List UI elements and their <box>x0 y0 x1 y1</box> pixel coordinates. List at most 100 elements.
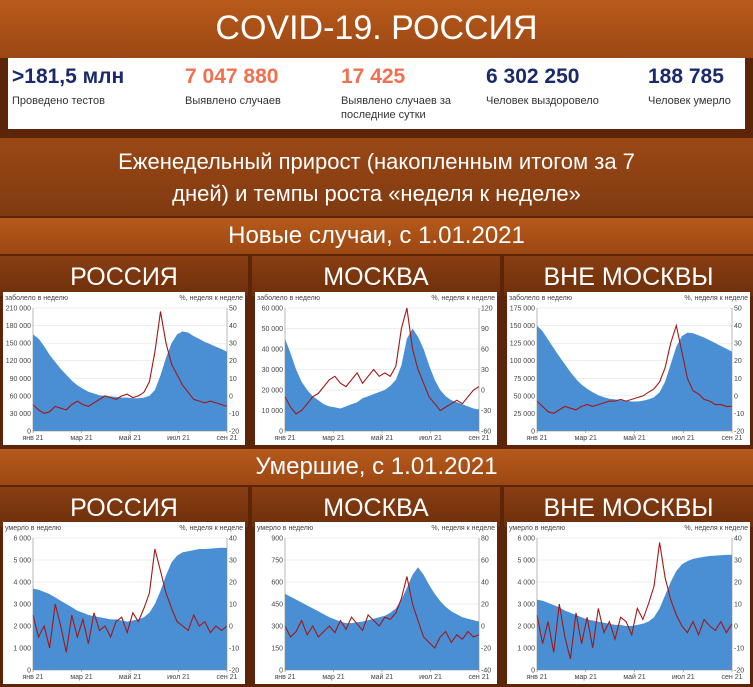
y2-tick-label: 40 <box>481 580 489 587</box>
stat-cases: 7 047 880 Выявлено случаев <box>185 64 281 108</box>
x-tick-label: мар 21 <box>575 674 597 681</box>
growth-line-series <box>32 548 228 653</box>
stat-daily-cases-value: 17 425 <box>341 65 406 88</box>
x-tick-label: сен 21 <box>217 435 238 442</box>
y-tick-label: 5 000 <box>13 558 31 565</box>
y2-tick-label: 0 <box>481 388 485 395</box>
y2-tick-label: -20 <box>481 646 491 653</box>
ylabel-left: умерло в неделю <box>509 525 565 532</box>
y2-tick-label: 30 <box>734 558 742 565</box>
y-tick-label: 4 000 <box>517 580 535 587</box>
x-tick-label: сен 21 <box>469 435 490 442</box>
y-tick-label: 1 000 <box>517 646 535 653</box>
chart-deaths-russia: умерло в неделю %, неделя к неделе 0 1 000 2… <box>3 522 245 684</box>
y2-tick-label: 10 <box>734 602 742 609</box>
ylabel-left: заболело в неделю <box>509 294 572 302</box>
y2-tick-label: 20 <box>481 602 489 609</box>
growth-line-series <box>536 323 732 414</box>
y-tick-label: 1 000 <box>13 646 31 653</box>
chart-deaths-outside-moscow: умерло в неделю %, неделя к неделе 0 1 000 2… <box>507 522 750 684</box>
region-title-russia-cases: РОССИЯ <box>0 256 248 296</box>
y2-tick-label: 0 <box>229 624 233 631</box>
y-tick-label: 150 <box>271 646 283 653</box>
x-tick-label: сен 21 <box>722 435 743 442</box>
y2-tick-label: -20 <box>229 429 239 436</box>
y-tick-label: 120 000 <box>6 358 31 365</box>
y2-tick-label: 30 <box>229 341 237 348</box>
chart-deaths-moscow: умерло в неделю %, неделя к неделе 0 150 300… <box>255 522 497 684</box>
y2-tick-label: 20 <box>734 358 742 365</box>
y-tick-label: 180 000 <box>6 323 31 330</box>
ylabel-right: %, неделя к неделе <box>431 525 495 532</box>
chart-cases-moscow-svg: заболело в неделю %, неделя к неделе 0 10 0… <box>257 294 495 442</box>
subtitle-line-1: Еженедельный прирост (накопленным итогом… <box>118 149 635 174</box>
y-tick-label: 30 000 <box>262 367 284 374</box>
y2-tick-label: 10 <box>229 376 237 383</box>
y2-tick-label: -20 <box>734 429 744 436</box>
growth-line-series <box>32 311 228 414</box>
x-tick-label: сен 21 <box>217 674 238 681</box>
x-tick-label: мар 21 <box>70 435 92 442</box>
y2-tick-label: 10 <box>734 376 742 383</box>
ylabel-right: %, неделя к неделе <box>179 295 243 302</box>
region-title-moscow-cases: МОСКВА <box>252 256 500 296</box>
y-tick-label: 150 000 <box>510 323 535 330</box>
y-tick-label: 4 000 <box>13 580 31 587</box>
chart-deaths-moscow-svg: умерло в неделю %, неделя к неделе 0 150 300… <box>257 525 495 681</box>
y2-tick-label: 0 <box>734 624 738 631</box>
y-tick-label: 2 000 <box>517 624 535 631</box>
x-tick-label: янв 21 <box>22 674 43 681</box>
y-tick-label: 0 <box>531 668 535 675</box>
area-series <box>33 547 227 670</box>
section-cases-title: Новые случаи, с 1.01.2021 <box>0 218 753 254</box>
ylabel-right: %, неделя к неделе <box>431 295 495 302</box>
subtitle: Еженедельный прирост (накопленным итогом… <box>0 138 753 216</box>
x-tick-label: июл 21 <box>167 435 190 442</box>
y2-tick-label: -10 <box>229 646 239 653</box>
x-tick-label: июл 21 <box>419 674 442 681</box>
y-tick-label: 125 000 <box>510 341 535 348</box>
stat-deaths: 188 785 Человек умерло <box>648 64 731 108</box>
y2-tick-label: 120 <box>481 306 493 313</box>
y-tick-label: 175 000 <box>510 306 535 313</box>
y2-tick-label: 40 <box>734 536 742 543</box>
area-series <box>33 331 227 431</box>
y-tick-label: 60 000 <box>10 393 32 400</box>
stat-cases-label: Выявлено случаев <box>185 95 281 107</box>
ylabel-right: %, неделя к неделе <box>684 295 748 302</box>
page-title: COVID-19. РОССИЯ <box>0 0 753 58</box>
ylabel-left: заболело в неделю <box>5 294 68 302</box>
region-title-outside-moscow-deaths: ВНЕ МОСКВЫ <box>504 487 753 527</box>
stat-cases-value: 7 047 880 <box>185 65 279 88</box>
y2-tick-label: -20 <box>734 668 744 675</box>
y2-tick-label: -10 <box>734 411 744 418</box>
x-tick-label: май 21 <box>623 434 645 442</box>
x-tick-label: май 21 <box>371 673 393 681</box>
y-tick-label: 0 <box>531 429 535 436</box>
x-tick-label: сен 21 <box>469 674 490 681</box>
y-tick-label: 5 000 <box>517 558 535 565</box>
x-tick-label: сен 21 <box>722 674 743 681</box>
y-tick-label: 20 000 <box>262 388 284 395</box>
y2-tick-label: 40 <box>734 323 742 330</box>
stat-recovered-value: 6 302 250 <box>486 65 580 88</box>
x-tick-label: май 21 <box>119 673 141 681</box>
x-tick-label: янв 21 <box>22 435 43 442</box>
ylabel-left: умерло в неделю <box>5 525 61 532</box>
y2-tick-label: 50 <box>734 306 742 313</box>
x-tick-label: май 21 <box>119 434 141 442</box>
chart-cases-moscow: заболело в неделю %, неделя к неделе 0 10 0… <box>255 292 497 445</box>
y2-tick-label: 50 <box>229 306 237 313</box>
stat-deaths-value: 188 785 <box>648 65 724 88</box>
stat-daily-cases: 17 425 Выявлено случаев за последние сут… <box>341 64 471 122</box>
ylabel-left: заболело в неделю <box>257 294 320 302</box>
x-tick-label: янв 21 <box>526 674 547 681</box>
y-tick-label: 750 <box>271 558 283 565</box>
x-tick-label: июл 21 <box>419 435 442 442</box>
y-tick-label: 900 <box>271 536 283 543</box>
area-series <box>285 567 479 670</box>
x-tick-label: мар 21 <box>575 435 597 442</box>
y2-tick-label: -40 <box>481 668 491 675</box>
x-tick-label: янв 21 <box>526 435 547 442</box>
chart-deaths-outside-moscow-svg: умерло в неделю %, неделя к неделе 0 1 000 2… <box>509 525 748 681</box>
